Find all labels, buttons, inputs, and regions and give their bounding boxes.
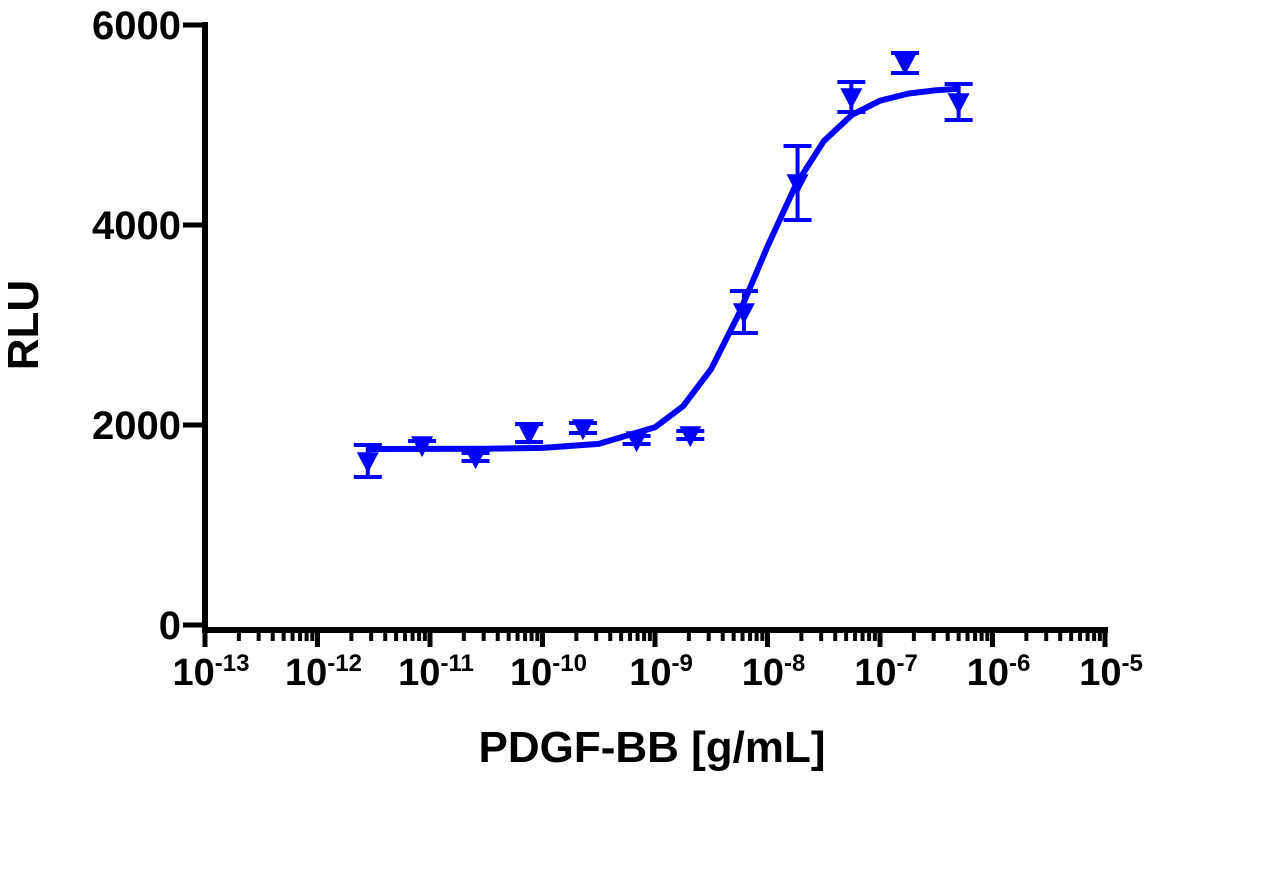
x-tick-exponent: -13 [215,650,250,677]
x-tick-label: 10-10 [510,650,587,694]
y-tick-label: 2000 [92,404,181,448]
marker [518,424,541,446]
marker [679,426,702,448]
x-tick-exponent: -9 [671,650,692,677]
y-tick-label: 4000 [92,204,181,248]
x-tick-label: 10-9 [629,650,693,694]
x-tick-label: 10-8 [742,650,806,694]
x-tick-base: 10 [173,652,215,694]
marker [571,419,594,441]
x-tick-exponent: -12 [327,650,362,677]
marker [464,448,487,470]
x-tick-base: 10 [398,652,440,694]
x-tick-base: 10 [510,652,552,694]
x-tick-base: 10 [629,652,671,694]
marker [947,93,970,115]
x-tick-base: 10 [742,652,784,694]
x-tick-label: 10-7 [854,650,918,694]
x-tick-base: 10 [967,652,1009,694]
y-axis-title: RLU [0,280,48,370]
x-tick-exponent: -10 [552,650,587,677]
y-tick-label: 6000 [92,4,181,48]
marker [840,88,863,110]
y-tick-label: 0 [159,604,181,648]
x-tick-label: 10-5 [1079,650,1143,694]
x-tick-base: 10 [285,652,327,694]
x-tick-label: 10-11 [398,650,474,694]
x-tick-exponent: -8 [784,650,805,677]
fit-curve [366,85,959,452]
x-tick-label: 10-12 [285,650,362,694]
marker [894,54,917,76]
x-tick-exponent: -11 [440,650,473,677]
x-tick-base: 10 [854,652,896,694]
marker [356,452,379,474]
x-tick-exponent: -7 [896,650,917,677]
x-tick-exponent: -6 [1009,650,1030,677]
x-tick-exponent: -5 [1121,650,1142,677]
x-tick-label: 10-6 [967,650,1031,694]
x-axis-title: PDGF-BB [g/mL] [478,723,825,772]
x-tick-base: 10 [1079,652,1121,694]
x-tick-label: 10-13 [173,650,250,694]
